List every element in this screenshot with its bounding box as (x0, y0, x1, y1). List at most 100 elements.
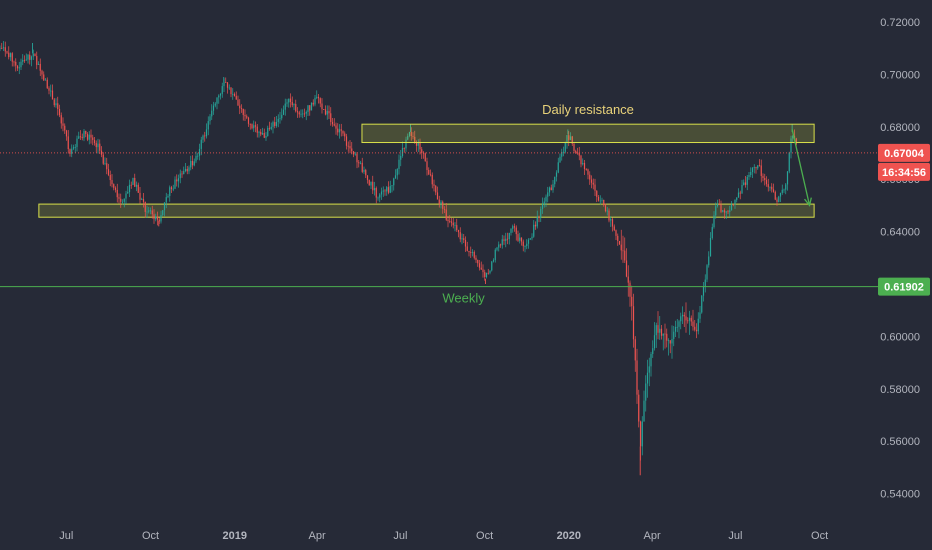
candle-body (249, 123, 251, 125)
time-tick-label: Oct (811, 530, 828, 542)
candle-body (746, 176, 748, 185)
candle-body (744, 182, 747, 185)
candle-body (519, 237, 521, 241)
candle-body (772, 189, 775, 192)
candle-body (562, 151, 565, 153)
candle-body (160, 215, 162, 222)
candle-body (58, 108, 61, 116)
candle-body (233, 93, 236, 97)
candle-body (265, 136, 267, 138)
candle-body (403, 147, 405, 149)
candle-body (57, 103, 59, 109)
candle-body (127, 192, 129, 194)
candle-body (205, 129, 208, 137)
candle-body (344, 133, 346, 137)
candle-body (575, 150, 577, 153)
candle-body (9, 53, 12, 58)
candle-body (533, 224, 535, 237)
candle-body (480, 267, 482, 270)
candle-body (158, 219, 160, 222)
candle-body (715, 206, 717, 216)
candle-body (251, 124, 253, 129)
candle-body (335, 125, 337, 129)
candle-body (281, 114, 283, 119)
candle-body (524, 246, 526, 247)
candle-body (141, 199, 143, 200)
candle-body (398, 159, 400, 169)
candle-body (67, 136, 69, 150)
candle-body (645, 383, 647, 401)
candle-body (655, 325, 657, 336)
candle-body (260, 131, 262, 135)
candle-body (788, 152, 790, 172)
candle-body (324, 109, 327, 115)
candle-body (256, 126, 258, 133)
candle-body (74, 147, 76, 148)
candle-body (550, 187, 552, 191)
candle-body (734, 199, 736, 205)
candle-body (372, 181, 374, 191)
candle-body (424, 153, 426, 162)
candle-body (179, 173, 181, 179)
candle-body (331, 121, 334, 125)
candle-body (4, 47, 6, 52)
candle-body (706, 265, 708, 280)
candle-body (368, 179, 370, 186)
candle-body (181, 173, 183, 175)
time-tick-label: Jul (59, 530, 73, 542)
candle-body (330, 113, 332, 122)
candle-body (60, 115, 62, 124)
candle-body (641, 421, 643, 447)
candle-body (580, 155, 582, 165)
candle-body (93, 139, 96, 144)
candle-body (176, 179, 178, 182)
candle-body (457, 230, 460, 233)
candle-body (188, 167, 190, 172)
candle-body (664, 333, 666, 335)
candle-body (295, 104, 297, 112)
candle-body (293, 104, 295, 106)
candle-body (167, 196, 169, 198)
candle-body (144, 201, 146, 212)
candle-body (566, 135, 568, 143)
candle-body (134, 177, 136, 187)
candle-body (540, 208, 542, 218)
candle-body (121, 201, 124, 203)
candle-body (429, 174, 432, 176)
candle-body (207, 121, 209, 130)
candle-body (695, 329, 698, 332)
candle-body (393, 178, 395, 186)
candle-body (356, 153, 358, 163)
candle-body (722, 210, 724, 212)
candle-body (412, 135, 414, 137)
time-tick-label: Apr (309, 530, 326, 542)
time-axis[interactable]: Jul Oct 2019 Apr Jul Oct 2020 Apr Jul Oct (59, 530, 828, 542)
candle-body (732, 204, 734, 206)
candle-body (100, 150, 103, 155)
candle-body (594, 184, 596, 191)
candle-body (200, 139, 202, 149)
candle-body (22, 59, 24, 62)
price-tick-label: 0.70000 (880, 69, 920, 81)
candle-body (417, 142, 419, 146)
candle-body (597, 196, 600, 201)
candle-body (137, 184, 139, 193)
candle-body (272, 122, 274, 127)
candle-body (261, 133, 264, 135)
candle-body (792, 135, 794, 139)
candle-body (212, 105, 215, 111)
price-tick-label: 0.56000 (880, 436, 920, 448)
candle-body (576, 152, 579, 154)
candle-body (692, 321, 694, 327)
candle-body (461, 238, 463, 240)
candle-body (72, 147, 75, 149)
candle-body (652, 348, 654, 354)
candle-body (426, 161, 428, 170)
candle-body (653, 335, 656, 349)
candle-body (347, 145, 349, 147)
candle-body (321, 103, 323, 110)
candle-body (162, 210, 164, 216)
candle-body (578, 152, 580, 156)
candle-body (48, 88, 50, 91)
